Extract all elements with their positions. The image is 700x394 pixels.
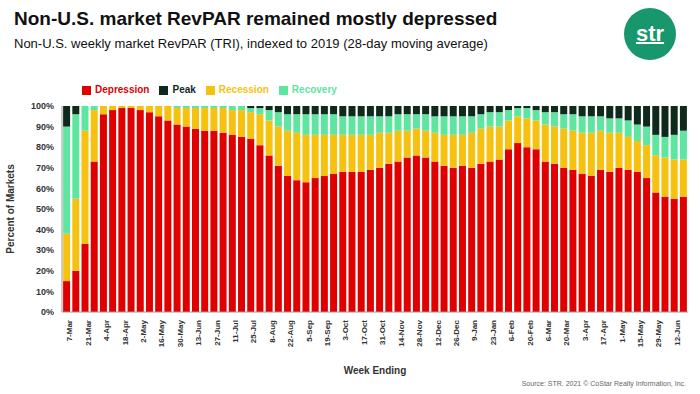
svg-text:6-Feb: 6-Feb bbox=[507, 320, 516, 341]
svg-text:12-Dec: 12-Dec bbox=[434, 319, 443, 346]
svg-text:3-Apr: 3-Apr bbox=[581, 320, 590, 341]
svg-text:11-Jul: 11-Jul bbox=[231, 320, 240, 343]
svg-text:20-Mar: 20-Mar bbox=[562, 320, 571, 346]
html-text:Depression: Depression bbox=[95, 84, 150, 95]
svg-text:5-Sep: 5-Sep bbox=[305, 320, 314, 342]
svg-text:20%: 20% bbox=[36, 266, 54, 276]
svg-text:31-Oct: 31-Oct bbox=[378, 320, 387, 345]
html-text:Non-U.S. weekly market RevPAR: Non-U.S. weekly market RevPAR (TRI), ind… bbox=[14, 36, 488, 51]
svg-text:6-Mar: 6-Mar bbox=[544, 320, 553, 341]
svg-text:90%: 90% bbox=[36, 122, 54, 132]
svg-text:30%: 30% bbox=[36, 245, 54, 255]
html-text:Recovery: Recovery bbox=[291, 84, 337, 95]
svg-text:Percent of Markets: Percent of Markets bbox=[8, 164, 16, 254]
svg-text:14-Nov: 14-Nov bbox=[397, 319, 406, 346]
svg-text:25-Jul: 25-Jul bbox=[249, 320, 258, 343]
svg-text:3-Oct: 3-Oct bbox=[341, 320, 350, 341]
svg-text:Week Ending: Week Ending bbox=[344, 365, 407, 376]
svg-text:7-Mar: 7-Mar bbox=[65, 320, 74, 341]
svg-text:21-Mar: 21-Mar bbox=[84, 320, 93, 346]
svg-text:20-Feb: 20-Feb bbox=[526, 320, 535, 346]
svg-text:22-Aug: 22-Aug bbox=[286, 320, 295, 347]
svg-text:1-May: 1-May bbox=[618, 319, 627, 342]
svg-text:26-Dec: 26-Dec bbox=[452, 319, 461, 346]
svg-text:40%: 40% bbox=[36, 225, 54, 235]
svg-text:19-Sep: 19-Sep bbox=[323, 320, 332, 346]
svg-text:80%: 80% bbox=[36, 142, 54, 152]
svg-text:100%: 100% bbox=[31, 101, 54, 111]
svg-text:16-May: 16-May bbox=[157, 319, 166, 347]
html-text:Peak: Peak bbox=[172, 84, 196, 95]
svg-text:70%: 70% bbox=[36, 163, 54, 173]
svg-text:0%: 0% bbox=[41, 307, 54, 317]
svg-text:2-May: 2-May bbox=[139, 319, 148, 342]
html-text:Source: STR. 2021 © CoStar Rea: Source: STR. 2021 © CoStar Realty Inform… bbox=[521, 380, 686, 387]
svg-text:18-Apr: 18-Apr bbox=[121, 320, 130, 345]
html-text:Recession: Recession bbox=[218, 84, 269, 95]
svg-text:17-Apr: 17-Apr bbox=[599, 320, 608, 345]
svg-text:4-Apr: 4-Apr bbox=[102, 320, 111, 341]
svg-text:28-Nov: 28-Nov bbox=[415, 319, 424, 346]
svg-text:8-Aug: 8-Aug bbox=[268, 320, 277, 343]
svg-text:12-Jun: 12-Jun bbox=[673, 320, 682, 346]
html-text:str: str bbox=[635, 21, 665, 46]
svg-text:23-Jan: 23-Jan bbox=[489, 320, 498, 345]
svg-text:17-Oct: 17-Oct bbox=[360, 320, 369, 345]
svg-text:15-May: 15-May bbox=[636, 319, 645, 347]
svg-text:13-Jun: 13-Jun bbox=[194, 320, 203, 346]
svg-text:9-Jan: 9-Jan bbox=[470, 320, 479, 341]
html-text:Non-U.S. market RevPAR remaine: Non-U.S. market RevPAR remained mostly d… bbox=[14, 8, 498, 29]
svg-text:50%: 50% bbox=[36, 204, 54, 214]
svg-text:27-Jun: 27-Jun bbox=[213, 320, 222, 346]
svg-text:30-May: 30-May bbox=[176, 319, 185, 347]
svg-text:10%: 10% bbox=[36, 287, 54, 297]
svg-text:60%: 60% bbox=[36, 184, 54, 194]
svg-text:29-May: 29-May bbox=[654, 319, 663, 347]
